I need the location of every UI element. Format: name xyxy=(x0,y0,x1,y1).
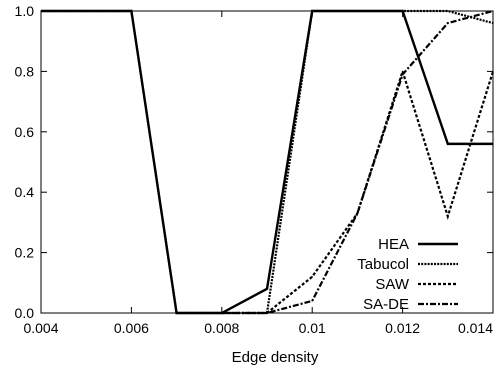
data-point-sa-de xyxy=(311,300,313,302)
data-point-tabucol xyxy=(356,10,358,12)
x-tick-label: 0.008 xyxy=(204,320,239,336)
x-tick-label: 0.012 xyxy=(385,320,420,336)
data-point-tabucol xyxy=(85,10,87,12)
data-point-tabucol xyxy=(130,10,132,12)
data-point-hea xyxy=(266,288,268,290)
legend-label: SA-DE xyxy=(363,296,409,313)
legend-label: HEA xyxy=(378,236,409,253)
series-line-tabucol xyxy=(41,9,494,315)
y-tick-label: 0.2 xyxy=(15,245,35,261)
series-line-saw xyxy=(221,67,495,315)
data-point-tabucol xyxy=(447,10,449,12)
data-point-saw xyxy=(402,70,404,72)
data-point-saw xyxy=(447,215,449,217)
data-point-tabucol xyxy=(492,22,494,24)
data-point-sa-de xyxy=(447,22,449,24)
y-axis: 0.0 0.2 0.4 0.6 0.8 1.0 xyxy=(15,3,493,321)
y-tick-label: 0.6 xyxy=(15,124,35,140)
y-tick-label: 0.8 xyxy=(15,63,35,79)
x-tick-label: 0.014 xyxy=(458,320,493,336)
data-point-hea xyxy=(447,143,449,145)
legend-label: SAW xyxy=(375,276,409,293)
data-point-sa-de xyxy=(266,312,268,314)
x-tick-label: 0.004 xyxy=(23,320,58,336)
series-line-hea xyxy=(41,9,493,315)
y-tick-label: 0.0 xyxy=(15,305,35,321)
legend-label: Tabucol xyxy=(357,256,409,273)
data-point-tabucol xyxy=(311,10,313,12)
y-tick-label: 1.0 xyxy=(15,3,35,19)
data-point-sa-de xyxy=(356,212,358,214)
x-tick-label: 0.006 xyxy=(114,320,149,336)
x-tick-label: 0.01 xyxy=(299,320,326,336)
y-tick-label: 0.4 xyxy=(15,184,35,200)
plot-frame xyxy=(40,10,494,314)
data-point-tabucol xyxy=(402,10,404,12)
data-point-sa-de xyxy=(221,312,223,314)
x-axis-title: Edge density xyxy=(232,349,319,366)
data-point-sa-de xyxy=(492,10,494,12)
plot-border xyxy=(40,10,494,314)
data-point-saw xyxy=(311,276,313,278)
data-point-hea xyxy=(492,143,494,145)
data-point-tabucol xyxy=(176,312,178,314)
x-axis: 0.004 0.006 0.008 0.01 0.012 0.014 xyxy=(23,11,494,336)
legend: HEA Tabucol SAW SA-DE xyxy=(357,236,458,313)
data-point-sa-de xyxy=(402,73,404,76)
data-point-tabucol xyxy=(40,10,42,12)
data-point-saw xyxy=(492,70,494,72)
series-lines xyxy=(40,9,495,315)
